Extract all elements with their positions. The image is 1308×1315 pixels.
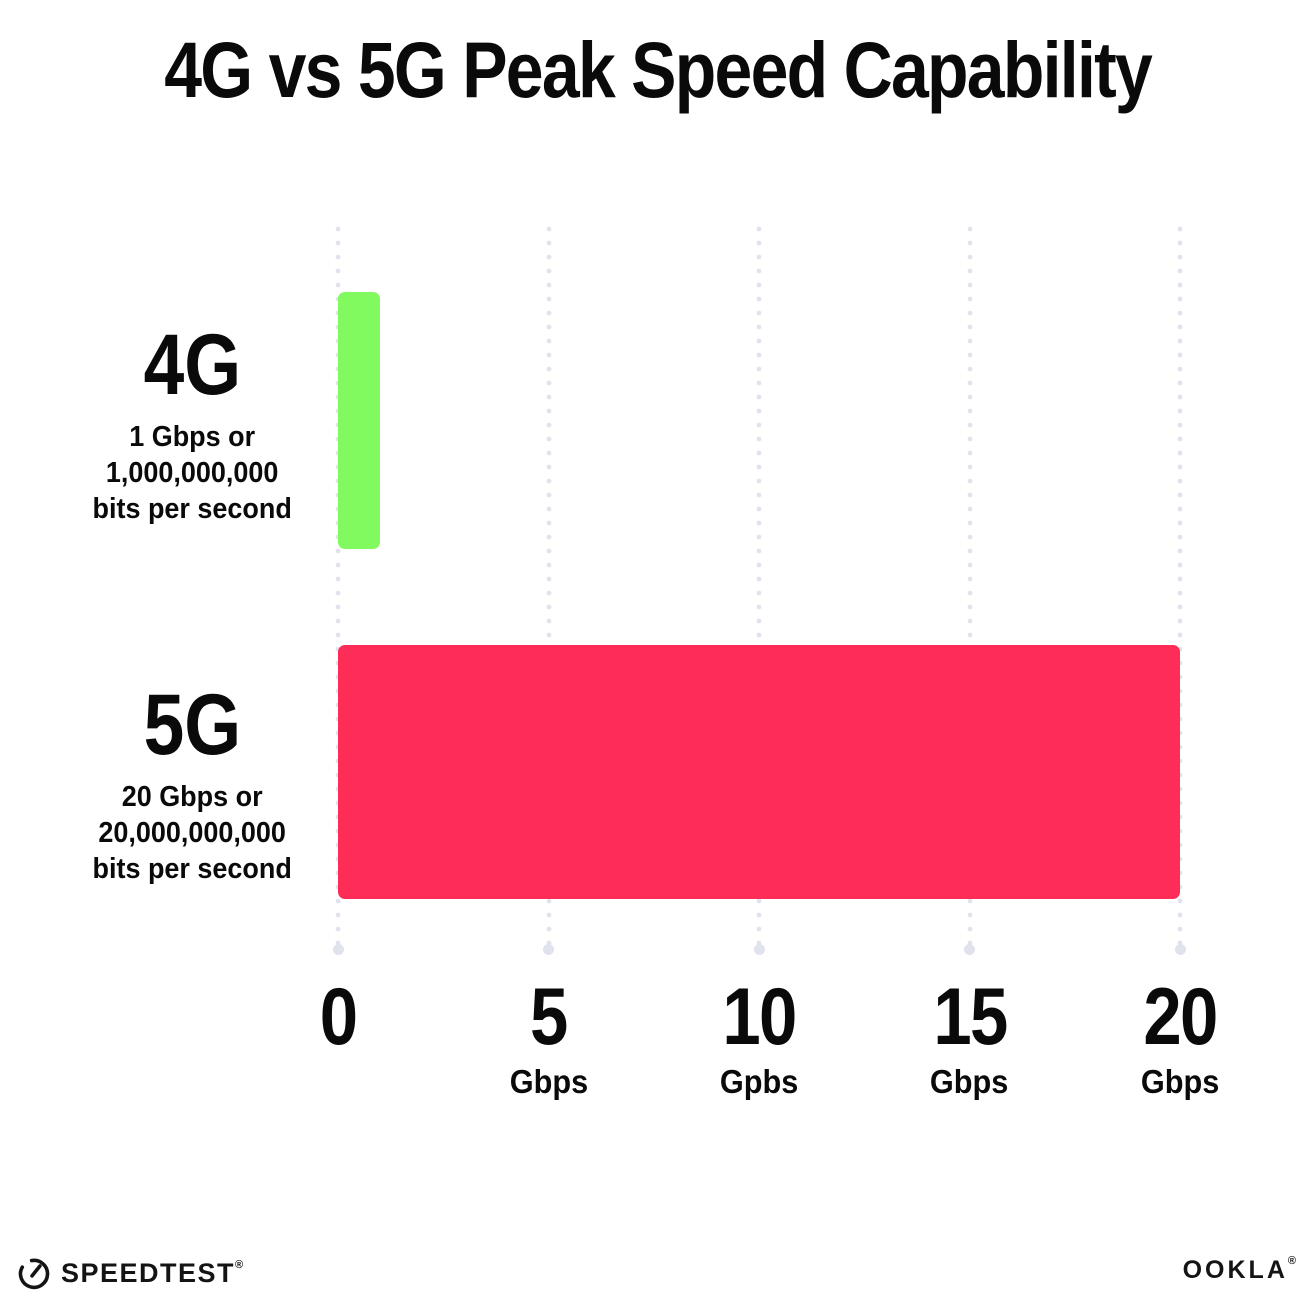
category-name-4g: 4G [52,317,332,413]
category-label-5g: 5G 20 Gbps or 20,000,000,000 bits per se… [52,677,332,887]
gridline-10 [753,222,765,955]
chart-title: 4G vs 5G Peak Speed Capability [164,25,1153,114]
x-tick-20-value: 20 [1137,972,1223,1062]
x-tick-10-unit-text: Gpbs [719,1062,799,1100]
x-tick-15-unit: Gbps [926,1065,1012,1098]
category-desc-5g-text: 20 Gbps or 20,000,000,000 bits per secon… [92,779,291,887]
ookla-logo: OOKLA® [1183,1255,1296,1285]
x-tick-20: 20 Gbps [1137,972,1223,1098]
x-tick-20-unit-text: Gbps [1140,1062,1220,1100]
x-tick-5-value: 5 [506,972,590,1062]
desc-4g-line2: 1,000,000,000 [105,457,279,490]
gridline-20 [1174,222,1186,955]
gridline-15 [964,222,975,955]
category-label-4g: 4G 1 Gbps or 1,000,000,000 bits per seco… [52,317,332,527]
x-tick-20-unit: Gbps [1137,1065,1223,1098]
bar-5g [338,645,1180,899]
bar-4g [338,292,381,549]
x-axis: 0 5 Gbps 10 Gpbs 15 Gbps 20 Gbps [320,972,1220,1100]
speedtest-trademark: ® [235,1258,244,1271]
desc-4g-line1: 1 Gbps or [129,421,255,454]
x-tick-15-unit-text: Gbps [930,1062,1009,1100]
x-tick-15-value: 15 [926,972,1012,1062]
category-name-4g-text: 4G [143,317,241,413]
x-tick-10: 10 Gpbs [716,972,802,1098]
desc-5g-line2: 20,000,000,000 [98,817,286,850]
category-desc-4g-text: 1 Gbps or 1,000,000,000 bits per second [92,419,291,527]
speedtest-gauge-icon [18,1258,50,1290]
x-tick-15-number: 15 [932,972,1008,1062]
x-tick-0-value: 0 [316,972,359,1062]
ookla-trademark: ® [1287,1255,1296,1267]
speedtest-logo: SPEEDTEST® [16,1255,243,1291]
x-tick-10-value: 10 [716,972,802,1062]
x-tick-0: 0 [316,972,359,1098]
gridline-5 [543,222,554,955]
x-tick-5-unit-text: Gbps [509,1062,588,1100]
x-tick-10-number: 10 [722,972,797,1062]
category-desc-5g: 20 Gbps or 20,000,000,000 bits per secon… [52,779,332,887]
x-tick-10-unit: Gpbs [716,1065,802,1098]
speedtest-wordmark: SPEEDTEST® [61,1258,243,1289]
x-tick-5-unit: Gbps [506,1065,590,1098]
category-desc-4g: 1 Gbps or 1,000,000,000 bits per second [52,419,332,527]
plot-area [332,222,1186,955]
gridline-0 [332,222,344,955]
ookla-wordmark: OOKLA [1182,1256,1288,1284]
desc-5g-line3: bits per second [92,853,292,886]
category-name-5g: 5G [52,677,332,773]
x-tick-5-number: 5 [530,972,568,1062]
x-tick-0-number: 0 [319,972,358,1062]
x-tick-20-number: 20 [1143,972,1218,1062]
x-tick-5: 5 Gbps [506,972,590,1098]
x-tick-15: 15 Gbps [926,972,1012,1098]
x-tick-0-unit [316,1065,359,1098]
desc-5g-line1: 20 Gbps or [121,781,263,814]
category-name-5g-text: 5G [143,677,241,773]
speedtest-text: SPEEDTEST [61,1257,236,1288]
desc-4g-line3: bits per second [92,493,292,526]
